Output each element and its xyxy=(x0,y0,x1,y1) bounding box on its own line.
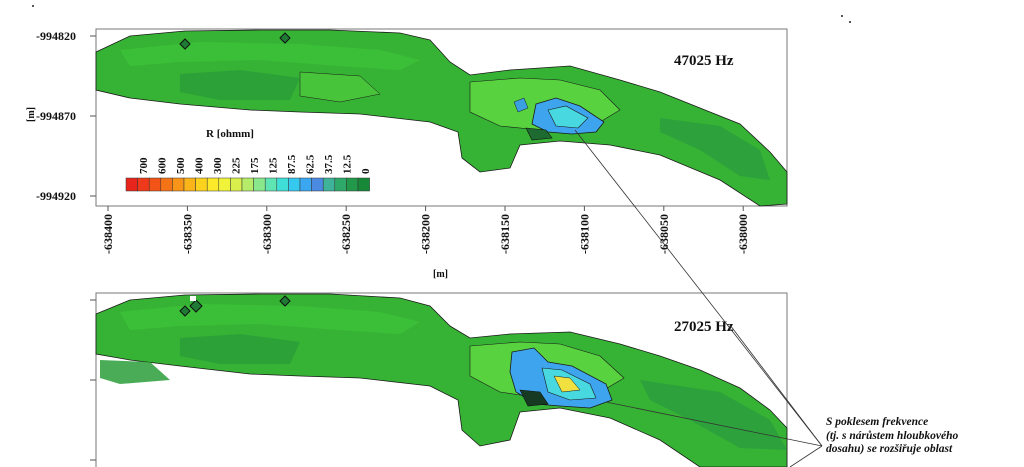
top-marker xyxy=(279,32,291,44)
legend-value-labels: 700 600 500 400 300 225 175 125 87.5 62.5 37.5 12.5… xyxy=(138,154,372,174)
legend-swatch xyxy=(253,177,266,192)
x-tick-label: -638350 xyxy=(180,214,194,254)
legend-swatch xyxy=(322,177,336,192)
legend-swatch xyxy=(137,177,150,192)
top-anomaly-core xyxy=(547,105,589,129)
bottom-anomaly-hot-spot xyxy=(553,375,581,393)
x-axis-ticks: -638400 -638350 -638300 -638250 -638200 -6381… xyxy=(101,206,750,254)
legend-swatch xyxy=(172,177,185,192)
x-tick-label: -638400 xyxy=(101,214,115,254)
legend-swatch xyxy=(357,177,370,192)
legend-swatch xyxy=(206,177,220,192)
legend-value-label: 500 xyxy=(175,157,187,174)
legend-swatch xyxy=(195,177,208,192)
x-tick-label: -638100 xyxy=(577,214,591,254)
leader-line xyxy=(605,401,823,447)
color-legend: R [ohmm] 700 600 500 400 300 225 175 125 87.5 62.… xyxy=(125,128,372,192)
y-tick-label: -994920 xyxy=(36,189,76,203)
stray-dot xyxy=(32,5,34,7)
legend-value-label: 125 xyxy=(268,157,280,174)
legend-value-label: 0 xyxy=(360,168,372,174)
bottom-dark-spot xyxy=(519,389,549,407)
top-light-zone xyxy=(299,71,381,103)
bottom-dark-zone xyxy=(180,334,300,364)
x-tick-label: -638050 xyxy=(657,214,671,254)
bottom-marker xyxy=(189,299,203,313)
legend-swatch xyxy=(218,177,231,192)
top-dark-zone xyxy=(660,118,770,180)
legend-swatch xyxy=(230,177,243,192)
bottom-map-panel: 27025 Hz xyxy=(90,292,788,467)
top-dark-spot xyxy=(525,127,553,141)
leader-line xyxy=(729,324,823,447)
annotation-line: S poklesem frekvence xyxy=(826,416,929,428)
top-dark-zone xyxy=(180,70,300,100)
annotation-text: S poklesem frekvence (tj. s nárůstem hlo… xyxy=(826,416,1022,457)
annotation-leader-lines xyxy=(574,129,823,467)
top-map-panel: R [ohmm] 700 600 500 400 300 225 175 125 87.5 62.… xyxy=(26,28,788,280)
leader-line xyxy=(789,445,823,467)
legend-swatch xyxy=(125,177,138,192)
bottom-dark-zone xyxy=(100,360,170,384)
x-tick-label: -638150 xyxy=(498,214,512,254)
top-anomaly-spot xyxy=(513,97,529,113)
legend-swatch xyxy=(183,177,196,192)
bottom-dark-zone xyxy=(640,380,787,450)
top-frequency-label: 47025 Hz xyxy=(674,53,734,69)
legend-swatch xyxy=(288,177,301,192)
bottom-marker xyxy=(279,295,291,307)
x-tick-label: -638200 xyxy=(419,214,433,254)
legend-swatch xyxy=(264,177,278,192)
bottom-blank-spot xyxy=(190,296,196,301)
leader-line xyxy=(574,129,823,447)
legend-value-label: 225 xyxy=(231,157,243,174)
legend-value-label: 400 xyxy=(194,157,206,174)
x-tick-label: -638250 xyxy=(339,214,353,254)
legend-swatch xyxy=(241,177,254,192)
legend-value-label: 37.5 xyxy=(323,154,335,174)
legend-swatch xyxy=(276,177,289,192)
stray-dot xyxy=(849,21,851,23)
legend-value-label: 175 xyxy=(249,157,261,174)
bottom-marker xyxy=(179,305,191,317)
legend-swatch xyxy=(160,177,173,192)
annotation-line: dosahu) se rozšiřuje oblast xyxy=(826,443,953,455)
bottom-survey-area xyxy=(95,293,788,467)
annotation-line: (tj. s nárůstem hloubkového xyxy=(826,429,959,442)
legend-value-label: 87.5 xyxy=(286,154,298,174)
bottom-frequency-label: 27025 Hz xyxy=(674,319,734,335)
legend-swatch xyxy=(334,177,347,192)
legend-swatch xyxy=(148,177,162,192)
legend-swatch xyxy=(299,177,312,192)
legend-value-label: 12.5 xyxy=(342,154,354,174)
legend-swatch xyxy=(311,177,324,192)
y-tick-label: -994820 xyxy=(36,29,76,43)
legend-swatches xyxy=(125,177,370,192)
legend-swatch xyxy=(346,177,359,192)
legend-title: R [ohmm] xyxy=(206,128,254,140)
x-tick-label: -638000 xyxy=(736,214,750,254)
legend-value-label: 300 xyxy=(212,157,224,174)
x-axis-label: [m] xyxy=(433,269,448,280)
y-axis-label: [m] xyxy=(26,107,37,122)
top-marker xyxy=(179,38,191,50)
legend-value-label: 62.5 xyxy=(305,154,317,174)
x-tick-label: -638300 xyxy=(260,214,274,254)
stray-dot xyxy=(841,15,843,17)
top-light-zone xyxy=(120,42,420,70)
y-tick-label: -994870 xyxy=(36,109,76,123)
legend-value-label: 700 xyxy=(138,157,150,174)
legend-value-label: 600 xyxy=(157,157,169,174)
